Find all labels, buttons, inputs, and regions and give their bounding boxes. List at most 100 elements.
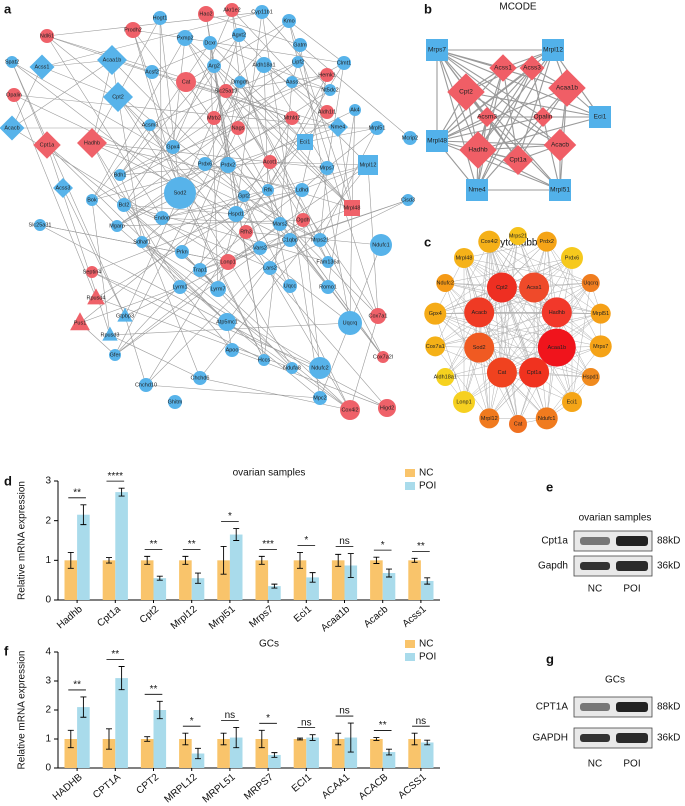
node <box>282 14 296 28</box>
node <box>541 297 572 328</box>
node-label: Opalin <box>6 92 22 98</box>
edge <box>91 124 151 201</box>
edge <box>319 322 351 399</box>
edge <box>11 59 113 129</box>
node <box>232 28 246 42</box>
error-bar <box>195 747 202 760</box>
node <box>292 56 304 68</box>
edge <box>123 204 237 215</box>
edge <box>213 65 271 163</box>
edge <box>213 117 261 249</box>
edge <box>501 287 519 425</box>
node-label: Ghitm <box>168 399 183 405</box>
node <box>320 161 334 175</box>
node <box>87 288 105 305</box>
node <box>262 184 274 196</box>
node-label: Bcl2 <box>119 202 130 208</box>
error-bar <box>144 555 151 565</box>
node-label: Mrpl48 <box>344 205 361 211</box>
node-label: Cisd3 <box>401 197 415 203</box>
node <box>459 131 497 169</box>
node <box>253 241 267 255</box>
lane-label: POI <box>623 584 640 595</box>
node-label: Kmo <box>283 18 294 24</box>
node-label: Bdh1 <box>114 172 127 178</box>
node <box>176 72 196 92</box>
edge <box>119 42 211 176</box>
node <box>177 30 193 46</box>
band <box>616 561 648 571</box>
edge <box>109 334 201 379</box>
node-label: Ndufc2 <box>437 280 454 286</box>
node <box>378 399 396 417</box>
y-tick-label: 3 <box>45 676 51 687</box>
edge <box>46 35 163 219</box>
significance-label: ** <box>111 649 119 660</box>
edge <box>231 9 241 83</box>
bar <box>77 514 90 600</box>
node <box>519 55 545 81</box>
node-label: Lonp1 <box>456 399 471 405</box>
legend-label: POI <box>419 481 436 492</box>
y-tick-label: 2 <box>45 515 51 526</box>
bar <box>179 560 192 600</box>
edge <box>463 241 547 259</box>
edge <box>436 140 561 191</box>
node <box>40 29 54 43</box>
band <box>616 733 648 743</box>
bar <box>102 739 116 768</box>
edge <box>141 241 233 351</box>
node-label: Hspd1 <box>228 211 244 217</box>
edge <box>239 81 329 263</box>
error-bar <box>373 556 380 564</box>
node-label: Akr1e2 <box>223 7 240 13</box>
edge <box>111 59 291 241</box>
network-title: MCODE <box>499 2 537 13</box>
edge <box>13 94 97 299</box>
node <box>519 357 550 388</box>
node-label: Acsm3 <box>142 122 159 128</box>
node <box>103 82 133 112</box>
panel-label: b <box>424 1 432 16</box>
significance-label: ns <box>225 710 236 721</box>
edge <box>209 42 219 290</box>
node <box>203 36 217 50</box>
edge <box>349 244 382 324</box>
significance-label: * <box>190 716 194 727</box>
legend-swatch <box>405 482 415 490</box>
node <box>479 408 500 429</box>
significance-label: ** <box>379 720 387 731</box>
node-label: Prdx2 <box>540 239 554 245</box>
edge <box>141 241 219 290</box>
node <box>477 107 497 127</box>
node-label: Bok <box>87 197 97 203</box>
node-label: Gpx4 <box>429 311 442 317</box>
bar <box>102 560 116 600</box>
node <box>77 128 107 158</box>
node-label: Lyrm1 <box>172 284 187 290</box>
x-tick-label: Cpt2 <box>138 604 162 626</box>
node <box>320 105 334 119</box>
node <box>0 115 25 141</box>
node <box>509 415 527 433</box>
node-label: Rpusd3 <box>101 332 120 338</box>
node <box>436 274 455 292</box>
node-label: Prdx6 <box>198 161 212 167</box>
node <box>144 119 156 131</box>
node-label: Prdx2 <box>221 162 235 168</box>
edge <box>62 187 126 317</box>
node <box>424 302 447 325</box>
node-label: Nt5dc2 <box>321 87 338 93</box>
node <box>225 343 239 357</box>
node-label: Hemk1 <box>318 72 335 78</box>
edge <box>199 377 351 411</box>
x-tick-label: CPT2 <box>134 772 161 797</box>
node <box>225 3 239 17</box>
node <box>6 56 18 68</box>
error-bar <box>309 572 316 583</box>
node <box>109 349 121 361</box>
x-tick-label: Eci1 <box>292 604 314 625</box>
edge <box>304 127 378 143</box>
edge <box>179 192 265 361</box>
bar <box>77 707 90 768</box>
